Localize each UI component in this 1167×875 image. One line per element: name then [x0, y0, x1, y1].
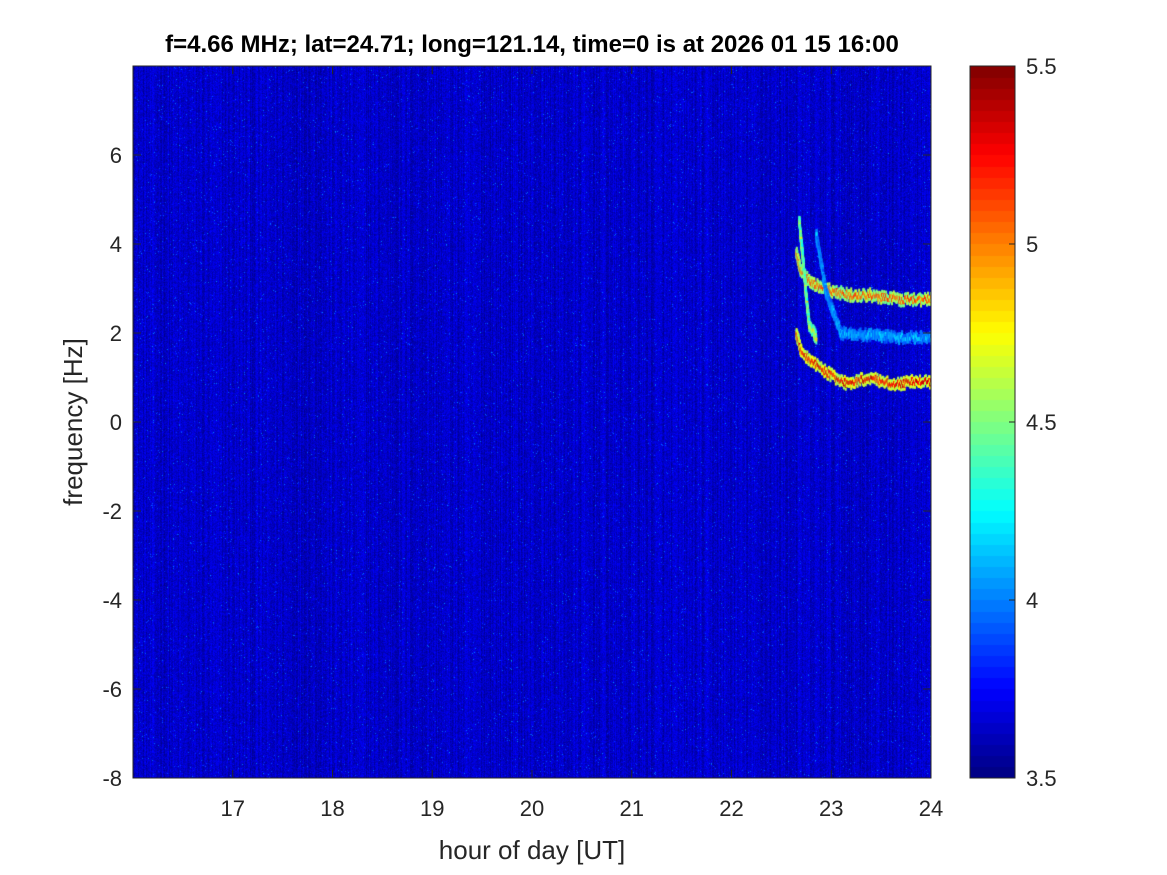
x-tick-label: 19 [420, 796, 444, 821]
y-tick-label: -6 [102, 677, 122, 702]
y-tick-label: 4 [110, 232, 122, 257]
spectrogram-heatmap [133, 66, 931, 778]
x-axis-label: hour of day [UT] [439, 835, 625, 865]
x-tick-label: 21 [620, 796, 644, 821]
x-tick-label: 24 [919, 796, 943, 821]
colorbar-tick-label: 4 [1026, 588, 1038, 613]
x-tick-label: 20 [520, 796, 544, 821]
colorbar-gradient [970, 66, 1015, 778]
colorbar-tick-label: 3.5 [1026, 766, 1057, 791]
x-tick-label: 22 [719, 796, 743, 821]
x-axis-ticks: 17 18 19 20 21 22 23 24 [221, 66, 943, 821]
y-tick-label: 6 [110, 143, 122, 168]
y-tick-label: 0 [110, 410, 122, 435]
y-tick-label: -4 [102, 588, 122, 613]
colorbar-tick-label: 4.5 [1026, 410, 1057, 435]
colorbar-tick-label: 5.5 [1026, 54, 1057, 79]
chart-title: f=4.66 MHz; lat=24.71; long=121.14, time… [165, 31, 899, 58]
y-tick-label: -8 [102, 766, 122, 791]
colorbar: 3.5 4 4.5 5 5.5 [969, 54, 1057, 791]
colorbar-ticks: 3.5 4 4.5 5 5.5 [1009, 54, 1057, 791]
y-axis-label: frequency [Hz] [58, 338, 88, 506]
x-tick-label: 18 [320, 796, 344, 821]
y-tick-label: -2 [102, 499, 122, 524]
y-tick-label: 2 [110, 321, 122, 346]
plot-area [132, 65, 932, 779]
x-tick-label: 23 [819, 796, 843, 821]
y-axis-ticks: -8 -6 -4 -2 0 2 4 6 [102, 143, 931, 791]
colorbar-tick-label: 5 [1026, 232, 1038, 257]
x-tick-label: 17 [221, 796, 245, 821]
